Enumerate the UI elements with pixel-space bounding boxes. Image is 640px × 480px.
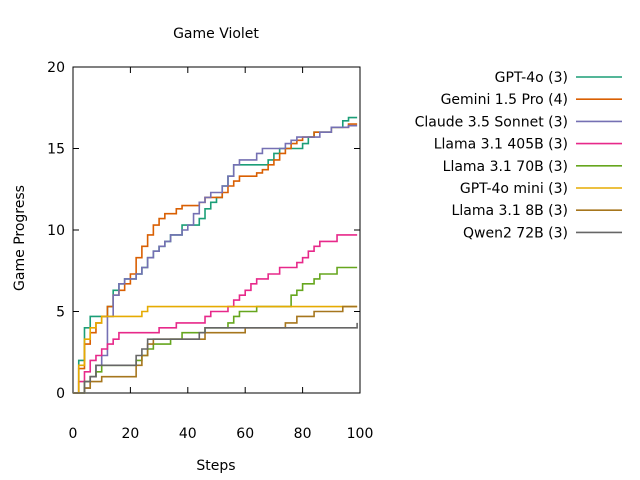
x-tick-label: 0 — [69, 426, 78, 442]
series-line-1 — [73, 116, 358, 394]
legend-label: GPT-4o (3) — [495, 70, 568, 86]
series-line-7 — [73, 305, 358, 394]
x-tick-label: 20 — [121, 426, 139, 442]
series-line-5 — [73, 266, 358, 394]
series-lines — [73, 116, 358, 394]
legend-label: Llama 3.1 70B (3) — [443, 159, 568, 175]
legend-label: Claude 3.5 Sonnet (3) — [415, 114, 568, 130]
x-tick-label: 40 — [179, 426, 197, 442]
series-line-8 — [73, 322, 358, 394]
series-line-4 — [73, 234, 358, 394]
x-axis-label: Steps — [196, 458, 235, 474]
y-tick-label: 20 — [47, 60, 65, 76]
x-tick-label: 80 — [294, 426, 312, 442]
legend-label: Llama 3.1 405B (3) — [434, 137, 568, 153]
plot-frame — [72, 66, 361, 394]
legend-label: Qwen2 72B (3) — [463, 225, 568, 241]
y-axis-label: Game Progress — [12, 185, 28, 291]
series-line-6 — [73, 305, 358, 394]
y-tick-label: 5 — [56, 305, 65, 321]
x-tick-label: 100 — [347, 426, 374, 442]
x-tick-label: 60 — [236, 426, 254, 442]
legend-label: GPT-4o mini (3) — [460, 181, 568, 197]
chart-title: Game Violet — [173, 26, 259, 42]
y-tick-label: 0 — [56, 386, 65, 402]
y-axis: 0 5 10 15 20 — [47, 60, 360, 402]
x-axis: 0 20 40 60 80 100 — [69, 67, 374, 442]
series-line-3 — [73, 124, 358, 394]
series-line-2 — [73, 123, 358, 394]
legend-label: Llama 3.1 8B (3) — [452, 203, 568, 219]
y-tick-label: 15 — [47, 142, 65, 158]
y-tick-label: 10 — [47, 223, 65, 239]
legend: GPT-4o (3) Gemini 1.5 Pro (4) Claude 3.5 S… — [415, 70, 622, 241]
legend-label: Gemini 1.5 Pro (4) — [441, 92, 568, 108]
